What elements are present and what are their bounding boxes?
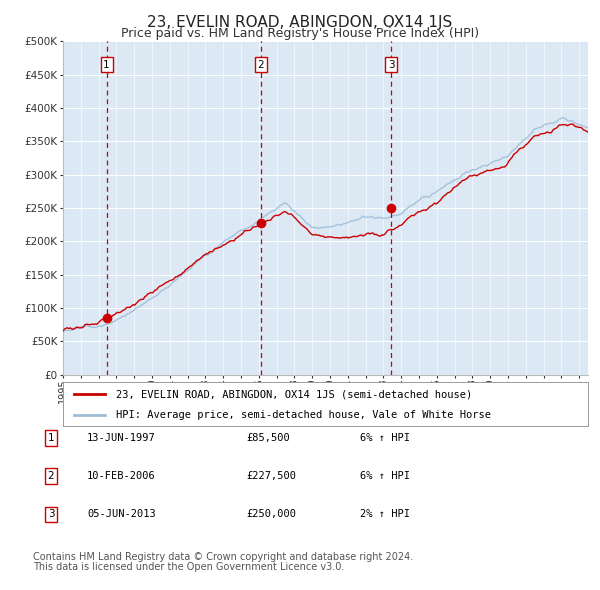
Text: £85,500: £85,500 [246,433,290,442]
Text: 3: 3 [47,510,55,519]
Text: £250,000: £250,000 [246,510,296,519]
Text: Contains HM Land Registry data © Crown copyright and database right 2024.: Contains HM Land Registry data © Crown c… [33,552,413,562]
Text: 6% ↑ HPI: 6% ↑ HPI [360,471,410,481]
Text: 05-JUN-2013: 05-JUN-2013 [87,510,156,519]
Text: 1: 1 [103,60,110,70]
Text: This data is licensed under the Open Government Licence v3.0.: This data is licensed under the Open Gov… [33,562,344,572]
Text: 10-FEB-2006: 10-FEB-2006 [87,471,156,481]
Text: £227,500: £227,500 [246,471,296,481]
Text: 2% ↑ HPI: 2% ↑ HPI [360,510,410,519]
Text: 23, EVELIN ROAD, ABINGDON, OX14 1JS: 23, EVELIN ROAD, ABINGDON, OX14 1JS [148,15,452,30]
Text: 2: 2 [47,471,55,481]
Text: 2: 2 [257,60,264,70]
Text: 3: 3 [388,60,394,70]
Text: 13-JUN-1997: 13-JUN-1997 [87,433,156,442]
Text: Price paid vs. HM Land Registry's House Price Index (HPI): Price paid vs. HM Land Registry's House … [121,27,479,40]
Text: 1: 1 [47,433,55,442]
Text: 6% ↑ HPI: 6% ↑ HPI [360,433,410,442]
Text: 23, EVELIN ROAD, ABINGDON, OX14 1JS (semi-detached house): 23, EVELIN ROAD, ABINGDON, OX14 1JS (sem… [115,389,472,399]
Text: HPI: Average price, semi-detached house, Vale of White Horse: HPI: Average price, semi-detached house,… [115,410,491,420]
